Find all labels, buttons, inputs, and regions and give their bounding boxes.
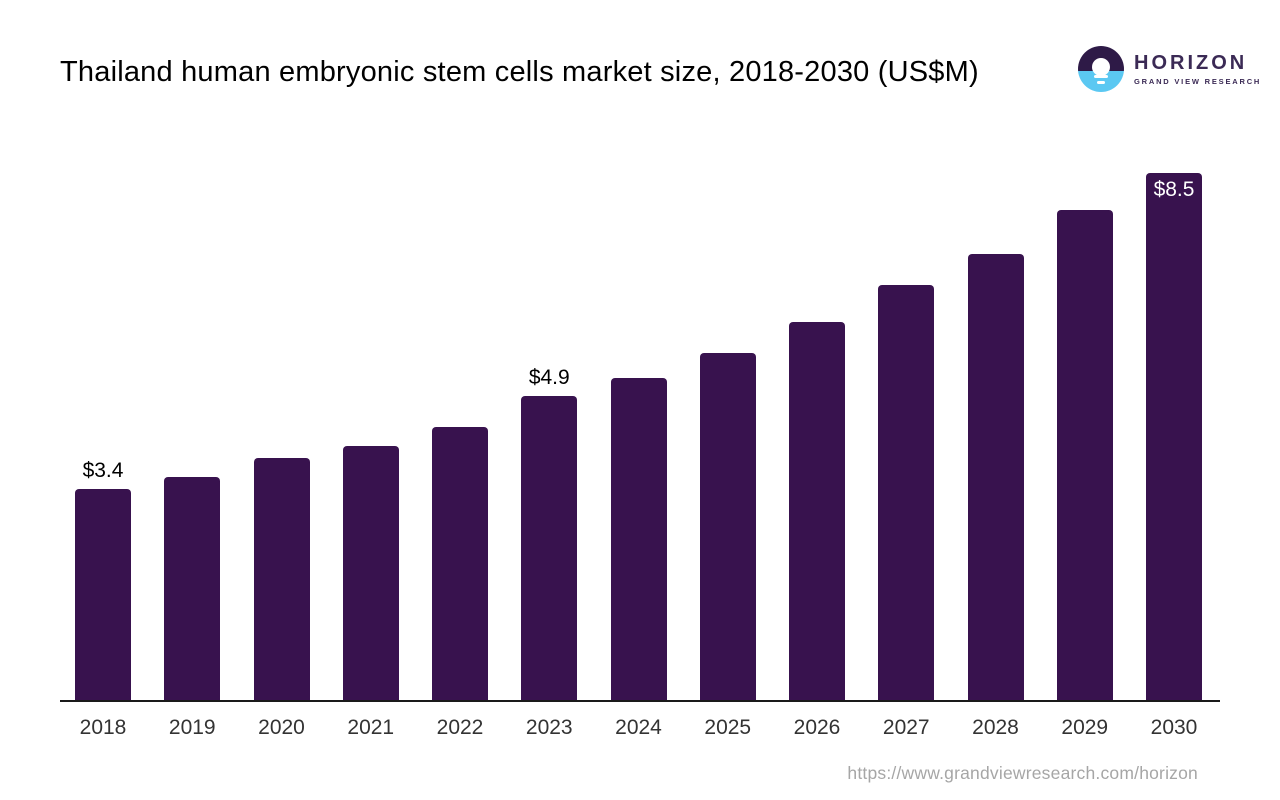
- data-label-2030: $8.5: [1153, 178, 1195, 201]
- bar-2018: [75, 489, 131, 700]
- bar-group-2026: [789, 322, 845, 700]
- bar-2027: [878, 285, 935, 700]
- bar-2023: [521, 396, 578, 700]
- bar-group-2025: [699, 353, 756, 700]
- bar-2026: [789, 322, 845, 700]
- bar-2024: [610, 378, 667, 700]
- x-tick-label-2024: 2024: [615, 716, 662, 739]
- bar-2028: [967, 254, 1024, 700]
- x-tick-label-2025: 2025: [704, 716, 752, 739]
- bars: $3.4 $4.9 $8.5: [60, 150, 1220, 700]
- bar-2022: [432, 427, 488, 700]
- bar-group-2024: [610, 378, 667, 700]
- bar-2029: [1056, 210, 1113, 700]
- page-title: Thailand human embryonic stem cells mark…: [60, 56, 979, 88]
- source-url: https://www.grandviewresearch.com/horizo…: [847, 763, 1198, 783]
- x-tick-label-2030: 2030: [1150, 716, 1198, 739]
- bar-group-2028: [967, 254, 1024, 700]
- x-tick-label-2029: 2029: [1061, 716, 1109, 739]
- bar-group-2022: [432, 427, 488, 700]
- logo-subtitle: GRAND VIEW RESEARCH: [1134, 77, 1262, 86]
- bar-group-2020: [253, 458, 310, 700]
- x-tick-label-2028: 2028: [972, 716, 1019, 739]
- bar-group-2018: $3.4: [75, 459, 131, 700]
- x-tick-label-2022: 2022: [436, 716, 484, 739]
- x-axis-labels: 2018 2019 2020 2021 2022 2023 2024 2025 2026 2027…: [60, 716, 1220, 740]
- bar-2020: [253, 458, 310, 700]
- bar-group-2030: $8.5: [1146, 173, 1202, 700]
- bar-group-2019: [164, 477, 221, 700]
- logo-text: HORIZON GRAND VIEW RESEARCH: [1134, 52, 1261, 86]
- bar-2025: [699, 353, 756, 700]
- x-tick-label-2023: 2023: [525, 716, 573, 739]
- bar-group-2029: [1056, 210, 1113, 700]
- x-axis-line: [60, 700, 1220, 702]
- data-label-2018: $3.4: [82, 459, 124, 482]
- bar-2019: [164, 477, 221, 700]
- logo-brand-name: HORIZON: [1134, 52, 1248, 74]
- x-tick-label-2021: 2021: [347, 716, 395, 739]
- bar-2021: [342, 446, 399, 700]
- x-tick-label-2026: 2026: [793, 716, 841, 739]
- data-label-2023: $4.9: [528, 366, 570, 389]
- bar-chart: $3.4 $4.9 $8.5 2018 2019 2020 2021 2022 2023 202…: [60, 150, 1220, 740]
- x-tick-label-2019: 2019: [168, 716, 216, 739]
- bar-group-2027: [878, 285, 935, 700]
- bar-group-2021: [342, 446, 399, 700]
- x-tick-label-2018: 2018: [79, 716, 127, 739]
- bar-group-2023: $4.9: [521, 366, 578, 700]
- x-tick-label-2027: 2027: [882, 716, 930, 739]
- x-tick-label-2020: 2020: [258, 716, 305, 739]
- horizon-logo: HORIZON GRAND VIEW RESEARCH: [1078, 46, 1261, 92]
- bar-2030: $8.5: [1146, 173, 1202, 700]
- horizon-sun-icon: [1078, 46, 1124, 92]
